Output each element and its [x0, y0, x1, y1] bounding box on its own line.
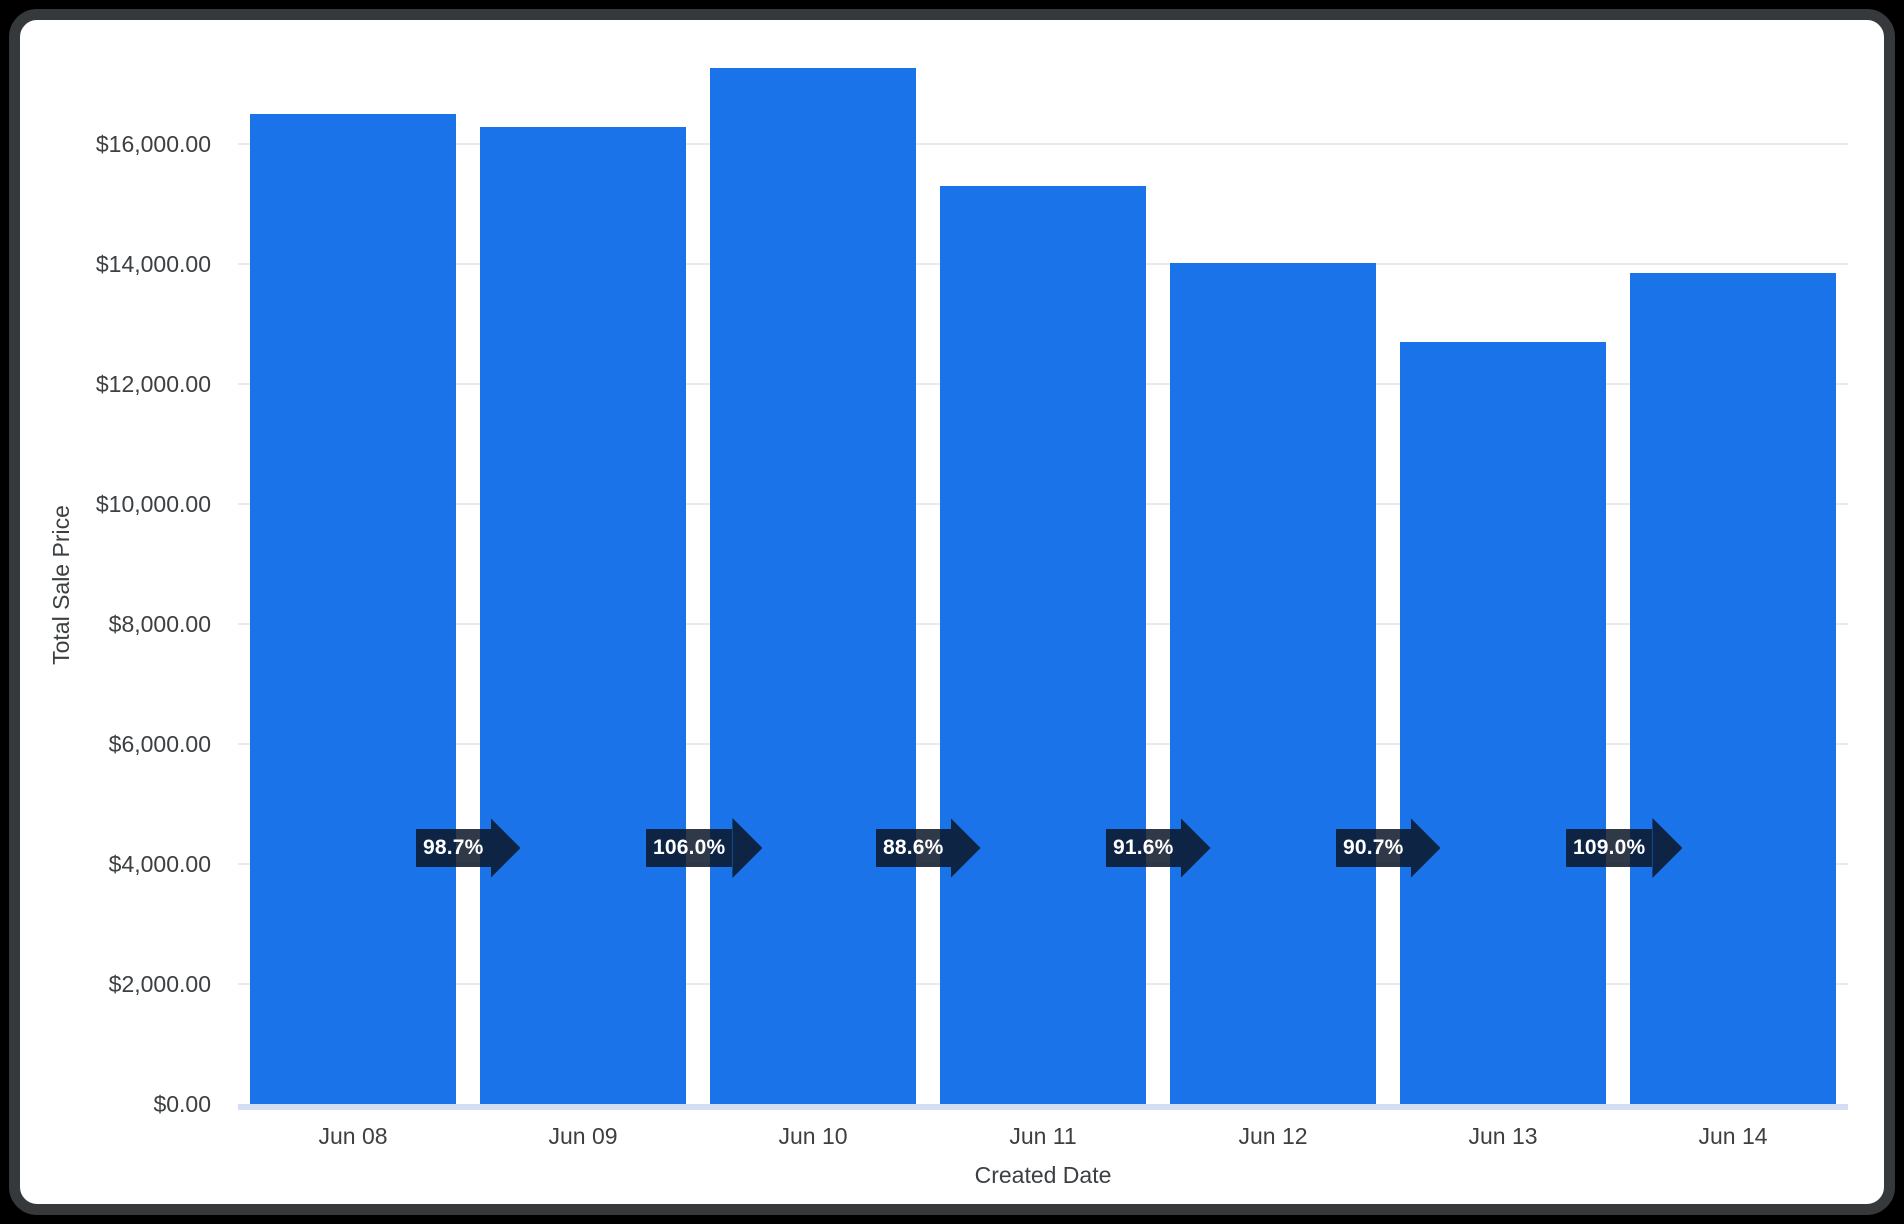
y-axis-tick-label: $14,000.00: [95, 251, 211, 277]
x-axis-tick-label: Jun 14: [1698, 1123, 1768, 1149]
arrow-right-icon: [950, 818, 981, 878]
y-axis-title: Total Sale Price: [48, 505, 74, 665]
y-axis-tick-label: $10,000.00: [95, 491, 211, 517]
growth-badge: 88.6%: [876, 818, 981, 878]
x-axis-tick-label: Jun 10: [778, 1123, 848, 1149]
y-axis-tick-label: $8,000.00: [108, 611, 211, 637]
growth-badge: 109.0%: [1566, 818, 1683, 878]
x-axis-tick-label: Jun 08: [318, 1123, 388, 1149]
bar[interactable]: [1170, 263, 1376, 1104]
arrow-right-icon: [1180, 818, 1211, 878]
y-axis-tick-label: $6,000.00: [108, 731, 211, 757]
gridline: [238, 143, 1848, 145]
growth-badge-label: 98.7%: [416, 829, 491, 867]
growth-badge: 91.6%: [1106, 818, 1211, 878]
bar[interactable]: [1400, 341, 1606, 1104]
x-axis-tick-label: Jun 12: [1238, 1123, 1308, 1149]
x-axis-baseline: [238, 1104, 1848, 1110]
y-axis-tick-label: $2,000.00: [108, 971, 211, 997]
growth-badge: 90.7%: [1336, 818, 1441, 878]
y-axis-tick-label: $4,000.00: [108, 851, 211, 877]
bar[interactable]: [250, 114, 456, 1104]
growth-badge-label: 88.6%: [876, 829, 951, 867]
x-axis-tick-label: Jun 11: [1009, 1123, 1077, 1149]
bar[interactable]: [940, 186, 1146, 1104]
bar[interactable]: [480, 126, 686, 1104]
growth-badge-label: 109.0%: [1566, 829, 1653, 867]
y-axis-tick-label: $0.00: [153, 1091, 211, 1117]
x-axis-title: Created Date: [974, 1162, 1112, 1188]
arrow-right-icon: [490, 818, 521, 878]
arrow-right-icon: [732, 818, 763, 878]
growth-badge-label: 90.7%: [1336, 829, 1411, 867]
y-axis-tick-label: $16,000.00: [95, 131, 211, 157]
y-axis-tick-label: $12,000.00: [95, 371, 211, 397]
arrow-right-icon: [1652, 818, 1683, 878]
bar[interactable]: [1630, 273, 1836, 1104]
x-axis-tick-label: Jun 13: [1468, 1123, 1538, 1149]
growth-badge: 106.0%: [646, 818, 763, 878]
growth-badge-label: 91.6%: [1106, 829, 1181, 867]
bar[interactable]: [710, 68, 916, 1104]
growth-badge: 98.7%: [416, 818, 521, 878]
x-axis-tick-label: Jun 09: [548, 1123, 618, 1149]
growth-badge-label: 106.0%: [646, 829, 733, 867]
arrow-right-icon: [1410, 818, 1441, 878]
